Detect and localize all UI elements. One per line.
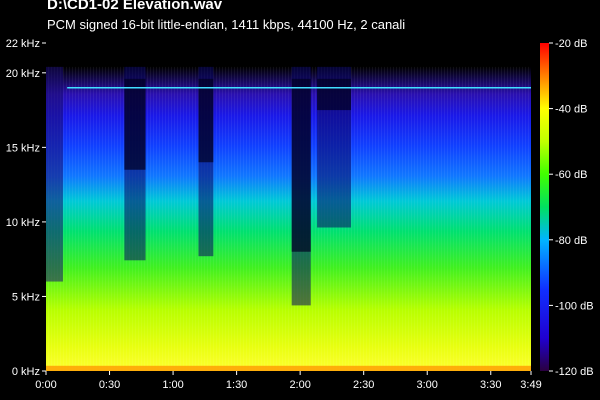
quiet-region-top-1: [198, 78, 214, 163]
quiet-region-top-3: [291, 78, 311, 252]
quiet-region-top-2: [317, 78, 351, 111]
colorbar-tick-label: -120 dB: [555, 366, 594, 378]
chart-subtitle: PCM signed 16-bit little-endian, 1411 kb…: [47, 17, 406, 32]
y-tick-label: 5 kHz: [12, 291, 40, 303]
colorbar-tick-label: -100 dB: [555, 300, 594, 312]
x-tick-label: 0:00: [35, 379, 56, 391]
y-tick-label: 15 kHz: [6, 142, 40, 154]
colorbar-tick-label: -20 dB: [555, 38, 587, 50]
x-tick-label: 2:30: [353, 379, 374, 391]
x-tick-label: 1:00: [162, 379, 183, 391]
colorbar-gradient: [540, 43, 549, 371]
x-tick-label: 2:00: [289, 379, 310, 391]
colorbar-tick-label: -40 dB: [555, 104, 587, 116]
y-tick-label: 0 kHz: [12, 366, 40, 378]
colorbar-tick-label: -80 dB: [555, 235, 587, 247]
x-tick-label: 3:49: [520, 379, 541, 391]
y-tick-label: 20 kHz: [6, 68, 40, 80]
y-tick-label: 22 kHz: [6, 38, 40, 50]
spectrogram-texture: [46, 66, 531, 371]
x-tick-label: 1:30: [226, 379, 247, 391]
quiet-region-top-0: [124, 78, 146, 170]
intro-region: [46, 66, 63, 282]
colorbar-tick-label: -60 dB: [555, 169, 587, 181]
x-tick-label: 3:00: [417, 379, 438, 391]
chart-title: D:\CD1-02 Elevation.wav: [47, 0, 223, 13]
x-tick-label: 3:30: [480, 379, 501, 391]
y-tick-label: 10 kHz: [6, 217, 40, 229]
low-frequency-band: [46, 365, 531, 371]
x-tick-label: 0:30: [99, 379, 120, 391]
